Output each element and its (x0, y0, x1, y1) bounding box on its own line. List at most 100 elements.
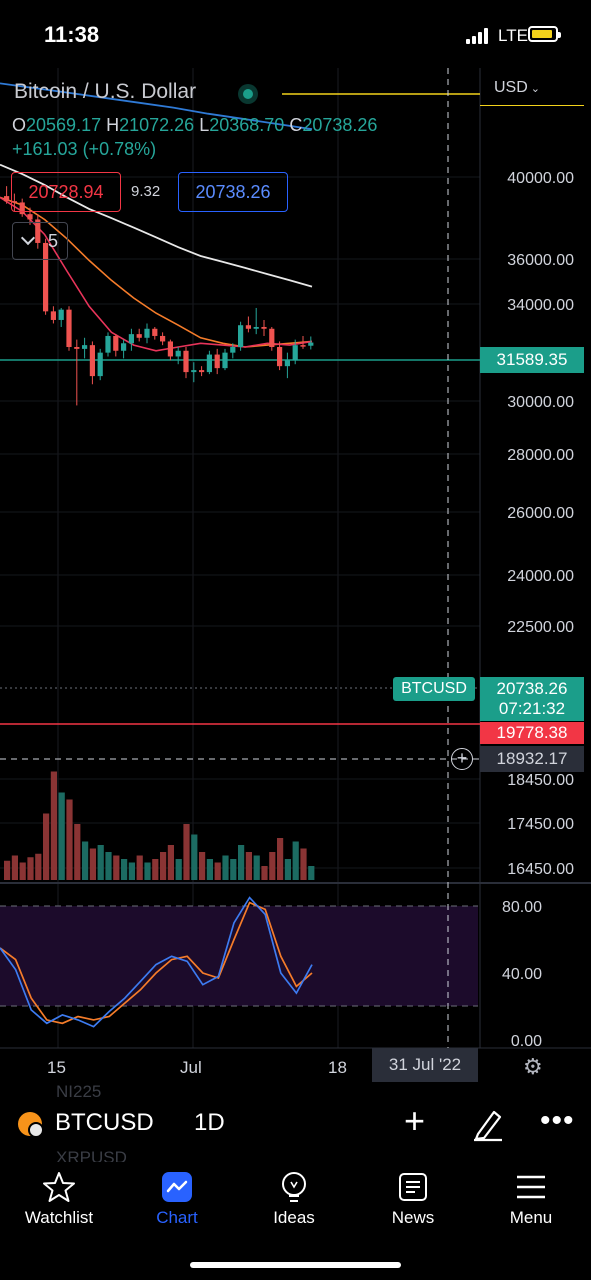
volume-bar (19, 862, 26, 880)
line-price-tag[interactable]: 31589.35 (480, 347, 584, 373)
open-label: O (12, 115, 27, 135)
volume-bar (89, 848, 96, 880)
candle-body (191, 370, 197, 373)
volume-bar (206, 859, 213, 880)
candle-body (19, 202, 25, 215)
chevron-down-icon: ⌄ (530, 83, 540, 95)
usd-flag-icon (28, 1122, 44, 1138)
rsi-axis-label: 0.00 (511, 1033, 542, 1050)
candle-body (206, 354, 212, 373)
live-dot-core (243, 89, 253, 99)
volume-bar (82, 841, 89, 880)
tab-news[interactable]: News (368, 1170, 458, 1228)
candle-body (43, 242, 49, 312)
volume-bar (66, 799, 73, 880)
battery-icon (528, 26, 561, 42)
gear-icon[interactable]: ⚙ (523, 1054, 543, 1079)
tab-label: News (391, 1208, 435, 1227)
tab-menu[interactable]: Menu (486, 1170, 576, 1228)
symbol-selector[interactable]: BTCUSD (55, 1109, 154, 1136)
candle-body (128, 334, 134, 344)
candle-body (245, 325, 251, 329)
tab-label: Menu (509, 1208, 553, 1227)
symbol-price-tag: BTCUSD (393, 677, 475, 701)
volume-bar (261, 866, 268, 880)
volume-bar (300, 848, 307, 880)
candle-body (152, 328, 158, 336)
buy-button[interactable]: 20738.26 (178, 172, 288, 212)
tab-chart[interactable]: Chart (132, 1170, 222, 1228)
candle-body (50, 311, 56, 320)
candle-body (66, 309, 72, 348)
rsi-line-blue (0, 896, 313, 1028)
rsi-background (0, 906, 478, 1006)
red-line-price-tag[interactable]: 19778.38 (480, 722, 584, 744)
candle-body (261, 326, 267, 329)
interval-selector[interactable]: 1D (194, 1109, 225, 1136)
drawing-pen-icon[interactable] (470, 1106, 506, 1142)
price-axis-label: 30000.00 (507, 394, 574, 411)
ma-line-white (0, 163, 313, 288)
sell-button[interactable]: 20728.94 (11, 172, 121, 212)
candle-body (136, 334, 142, 338)
price-axis-label: 22500.00 (507, 619, 574, 636)
last-price-value: 20738.26 (496, 679, 568, 698)
currency-selector[interactable]: USD ⌄ (480, 72, 584, 106)
close-label: C (289, 115, 303, 135)
price-chart[interactable]: 40000.00 36000.00 34000.00 30000.00 28000.00… (0, 68, 591, 1068)
candle-body (121, 343, 127, 351)
volume-bar (74, 824, 81, 880)
tab-ideas[interactable]: Ideas (249, 1170, 339, 1228)
volume-bar (183, 824, 190, 880)
volume-bar (35, 853, 42, 880)
volume-bar (308, 866, 315, 880)
close-value: 20738.26 (302, 115, 378, 135)
candle-body (292, 345, 298, 361)
home-indicator (190, 1262, 401, 1268)
price-axis-label: 34000.00 (507, 297, 574, 314)
volume-bar (175, 859, 182, 880)
volume-bar (277, 838, 284, 880)
price-axis-label: 17450.00 (507, 816, 574, 833)
indicators-toggle[interactable]: 5 (12, 222, 68, 260)
price-axis-label: 28000.00 (507, 447, 574, 464)
candle-body (105, 335, 111, 353)
time-axis-label: 15 (47, 1058, 66, 1077)
time-axis-label: 18 (328, 1058, 347, 1077)
volume-bar (11, 855, 18, 880)
volume-bar (113, 855, 120, 880)
candle-body (27, 214, 33, 220)
price-axis-label: 36000.00 (507, 252, 574, 269)
signal-icon (466, 28, 494, 44)
last-price-tag: 20738.26 07:21:32 (480, 677, 584, 721)
volume-bar (230, 859, 237, 880)
ohlc-legend: O20569.17 H21072.26 L20368.70 C20738.26 (12, 115, 377, 136)
candle-body (82, 345, 88, 349)
crosshair-price-tag: 18932.17 (480, 746, 584, 772)
news-icon (399, 1173, 427, 1201)
price-axis-label: 40000.00 (507, 170, 574, 187)
candle-body (308, 342, 314, 346)
bar-countdown: 07:21:32 (498, 699, 566, 718)
candle-body (11, 201, 17, 203)
symbol-title[interactable]: Bitcoin / U.S. Dollar (14, 80, 197, 103)
volume-bar (43, 813, 50, 880)
low-value: 20368.70 (209, 115, 285, 135)
more-options-icon[interactable]: ••• (540, 1104, 575, 1137)
ideas-icon (282, 1172, 306, 1202)
rsi-axis-label: 40.00 (502, 966, 542, 983)
watchlist-ghost-above: NI225 (56, 1082, 102, 1101)
ma-line-red (0, 196, 313, 352)
candle-body (4, 196, 10, 202)
price-change: +161.03 (+0.78%) (12, 139, 157, 159)
candle-body (284, 360, 290, 367)
volume-bar (105, 852, 112, 880)
candle-body (300, 345, 306, 347)
candle-body (113, 335, 119, 351)
star-icon (43, 1172, 75, 1202)
add-icon[interactable]: + (404, 1100, 426, 1141)
plus-circle-icon[interactable]: + (451, 748, 473, 770)
spread-value: 9.32 (131, 183, 161, 200)
volume-bar (269, 852, 276, 880)
tab-watchlist[interactable]: Watchlist (14, 1170, 104, 1228)
